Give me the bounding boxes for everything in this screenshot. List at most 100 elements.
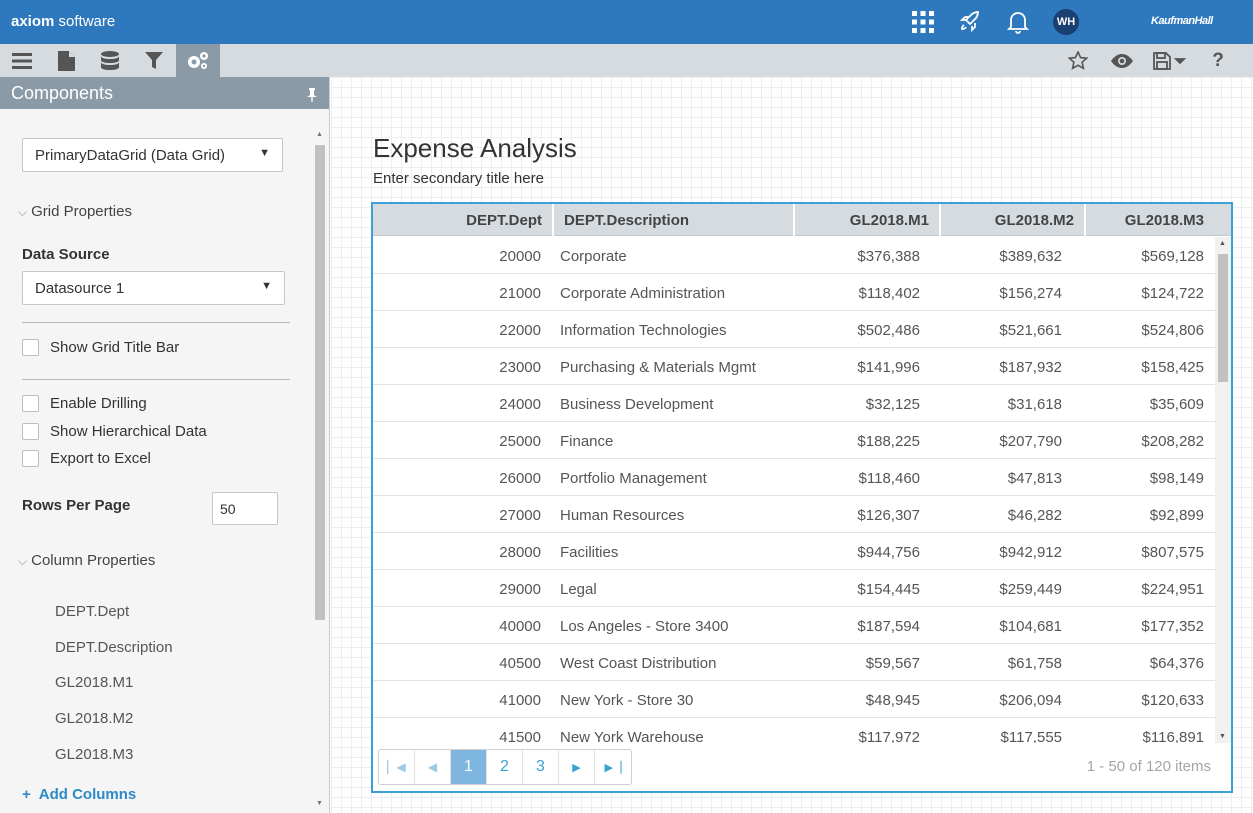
grid-scrollbar[interactable]: ▲ ▼ bbox=[1215, 237, 1231, 743]
checkbox[interactable] bbox=[22, 423, 39, 440]
scroll-down-icon[interactable]: ▼ bbox=[1219, 733, 1226, 740]
cell-m1: $154,445 bbox=[857, 581, 920, 598]
table-row[interactable]: 29000 Legal $154,445 $259,449 $224,951 bbox=[373, 570, 1215, 607]
scroll-thumb[interactable] bbox=[1218, 254, 1228, 382]
star-icon[interactable] bbox=[1056, 44, 1100, 77]
pin-icon[interactable] bbox=[307, 86, 317, 107]
cell-description: Corporate Administration bbox=[560, 285, 726, 302]
table-row[interactable]: 26000 Portfolio Management $118,460 $47,813… bbox=[373, 459, 1215, 496]
rows-per-page-input[interactable]: 50 bbox=[212, 492, 278, 525]
cell-m1: $188,225 bbox=[857, 433, 920, 450]
table-row[interactable]: 21000 Corporate Administration $118,402 $15… bbox=[373, 274, 1215, 311]
table-row[interactable]: 25000 Finance $188,225 $207,790 $208,282 bbox=[373, 422, 1215, 459]
prev-page-icon[interactable]: ◀ bbox=[415, 750, 451, 784]
cell-m3: $158,425 bbox=[1141, 359, 1204, 376]
column-item[interactable]: GL2018.M1 bbox=[55, 674, 134, 691]
column-item[interactable]: GL2018.M2 bbox=[55, 710, 134, 727]
table-row[interactable]: 22000 Information Technologies $502,486 $52… bbox=[373, 311, 1215, 348]
header-m3[interactable]: GL2018.M3 bbox=[1124, 212, 1204, 229]
table-row[interactable]: 23000 Purchasing & Materials Mgmt $141,996… bbox=[373, 348, 1215, 385]
export-excel-checkbox[interactable]: Export to Excel bbox=[22, 450, 151, 467]
add-columns-button[interactable]: + Add Columns bbox=[22, 786, 136, 803]
show-title-bar-checkbox[interactable]: Show Grid Title Bar bbox=[22, 339, 179, 356]
component-select[interactable]: PrimaryDataGrid (Data Grid) ▼ bbox=[22, 138, 283, 172]
table-row[interactable]: 40500 West Coast Distribution $59,567 $61,7… bbox=[373, 644, 1215, 681]
show-title-bar-label: Show Grid Title Bar bbox=[50, 339, 180, 356]
cell-m1: $117,972 bbox=[858, 729, 920, 743]
column-item[interactable]: GL2018.M3 bbox=[55, 746, 134, 763]
app-logo[interactable]: axiom software bbox=[11, 13, 116, 30]
cell-m1: $376,388 bbox=[857, 248, 920, 265]
user-avatar[interactable]: WH bbox=[1053, 9, 1079, 35]
bell-icon[interactable] bbox=[1004, 8, 1032, 36]
panel-header: Components bbox=[0, 77, 329, 109]
apps-grid-icon[interactable] bbox=[909, 8, 937, 36]
filter-icon[interactable] bbox=[132, 44, 176, 77]
header-m2[interactable]: GL2018.M2 bbox=[941, 204, 1086, 236]
table-row[interactable]: 24000 Business Development $32,125 $31,618 $… bbox=[373, 385, 1215, 422]
menu-icon[interactable] bbox=[0, 44, 44, 77]
table-row[interactable]: 41000 New York - Store 30 $48,945 $206,094 $… bbox=[373, 681, 1215, 718]
page-2-button[interactable]: 2 bbox=[487, 750, 523, 784]
column-properties-toggle[interactable]: ⌵ Column Properties bbox=[18, 552, 155, 569]
rocket-icon[interactable] bbox=[956, 8, 984, 36]
cell-m3: $224,951 bbox=[1141, 581, 1204, 598]
eye-icon[interactable] bbox=[1100, 44, 1144, 77]
cell-m2: $117,555 bbox=[1000, 729, 1062, 743]
enable-drilling-checkbox[interactable]: Enable Drilling bbox=[22, 395, 147, 412]
header-description[interactable]: DEPT.Description bbox=[554, 204, 795, 236]
panel-scrollbar[interactable]: ▲ ▼ bbox=[313, 129, 327, 813]
page-3-button[interactable]: 3 bbox=[523, 750, 559, 784]
first-page-icon[interactable]: ▏◀ bbox=[379, 750, 415, 784]
table-row[interactable]: 28000 Facilities $944,756 $942,912 $807,575 bbox=[373, 533, 1215, 570]
show-hierarchical-checkbox[interactable]: Show Hierarchical Data bbox=[22, 423, 207, 440]
settings-gears-icon[interactable] bbox=[176, 44, 220, 77]
table-row[interactable]: 27000 Human Resources $126,307 $46,282 $92,8… bbox=[373, 496, 1215, 533]
cell-m2: $187,932 bbox=[999, 359, 1062, 376]
column-item[interactable]: DEPT.Dept bbox=[55, 603, 130, 620]
header-m1[interactable]: GL2018.M1 bbox=[795, 204, 941, 236]
last-page-icon[interactable]: ▶▕ bbox=[604, 761, 622, 774]
cell-description: Finance bbox=[560, 433, 614, 450]
database-icon[interactable] bbox=[88, 44, 132, 77]
cell-description: Facilities bbox=[560, 544, 619, 561]
cell-m3: $64,376 bbox=[1149, 655, 1204, 672]
cell-m3: $92,899 bbox=[1149, 507, 1204, 524]
table-row[interactable]: 41500 New York Warehouse $117,972 $117,555 $… bbox=[373, 718, 1215, 743]
data-grid[interactable]: DEPT.Dept DEPT.Description GL2018.M1 GL2… bbox=[371, 202, 1233, 793]
cell-description: New York - Store 30 bbox=[560, 692, 694, 709]
cell-description: Los Angeles - Store 3400 bbox=[560, 618, 729, 635]
toolbar: ? bbox=[0, 44, 1253, 77]
table-row[interactable]: 40000 Los Angeles - Store 3400 $187,594 $10… bbox=[373, 607, 1215, 644]
scroll-up-icon[interactable]: ▲ bbox=[1219, 240, 1226, 247]
data-source-label: Data Source bbox=[22, 246, 110, 263]
column-item[interactable]: DEPT.Description bbox=[55, 639, 173, 656]
grid-header: DEPT.Dept DEPT.Description GL2018.M1 GL2… bbox=[373, 204, 1231, 236]
data-source-select[interactable]: Datasource 1 ▼ bbox=[22, 271, 285, 305]
document-icon[interactable] bbox=[44, 44, 88, 77]
cell-m3: $116,891 bbox=[1142, 729, 1204, 743]
page-1-button[interactable]: 1 bbox=[451, 750, 487, 784]
table-row[interactable]: 20000 Corporate $376,388 $389,632 $569,128 bbox=[373, 237, 1215, 274]
next-page-icon[interactable]: ▶ bbox=[559, 750, 595, 784]
checkbox[interactable] bbox=[22, 395, 39, 412]
cell-m3: $569,128 bbox=[1141, 248, 1204, 265]
scroll-up-icon[interactable]: ▲ bbox=[316, 131, 323, 138]
help-icon[interactable]: ? bbox=[1212, 49, 1224, 71]
save-dropdown-icon[interactable] bbox=[1148, 44, 1192, 77]
header-dept[interactable]: DEPT.Dept bbox=[373, 204, 554, 236]
checkbox[interactable] bbox=[22, 450, 39, 467]
caret-down-icon: ▼ bbox=[259, 147, 270, 159]
cell-dept: 20000 bbox=[499, 248, 541, 265]
page-title[interactable]: Expense Analysis bbox=[373, 133, 577, 163]
scroll-down-icon[interactable]: ▼ bbox=[316, 800, 323, 807]
scroll-thumb[interactable] bbox=[315, 145, 325, 620]
cell-dept: 21000 bbox=[499, 285, 541, 302]
cell-dept: 28000 bbox=[499, 544, 541, 561]
cell-dept: 25000 bbox=[499, 433, 541, 450]
grid-properties-toggle[interactable]: ⌵ Grid Properties bbox=[18, 203, 132, 220]
page-subtitle[interactable]: Enter secondary title here bbox=[373, 170, 544, 187]
cell-dept: 41000 bbox=[499, 692, 541, 709]
cell-m1: $126,307 bbox=[857, 507, 920, 524]
checkbox[interactable] bbox=[22, 339, 39, 356]
